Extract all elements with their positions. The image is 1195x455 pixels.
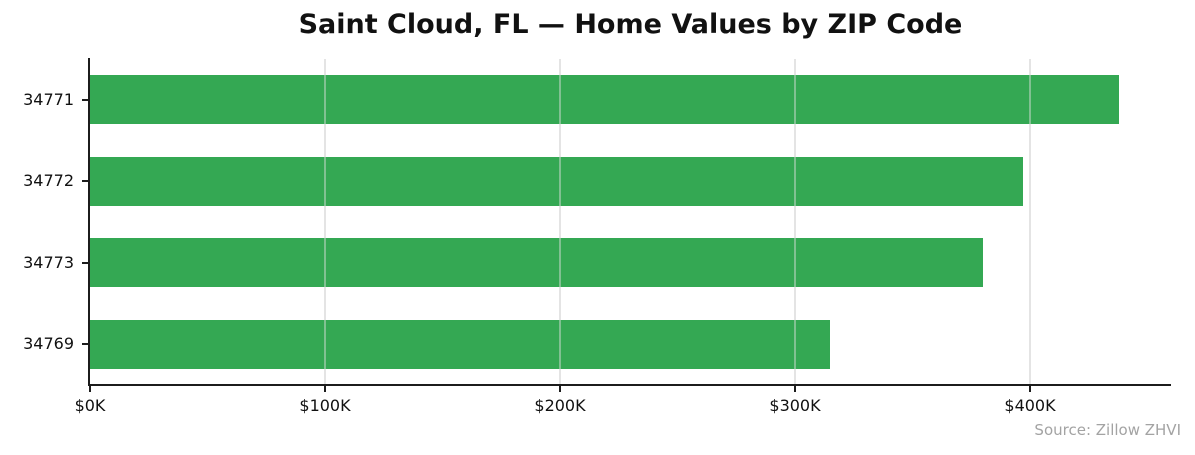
y-tick-label: 34773 [23,252,74,272]
gridline-overlay [559,59,561,385]
x-tick [559,386,561,392]
y-tick [82,343,90,346]
x-tick [1029,386,1031,392]
x-tick [794,386,796,392]
bar-34772 [90,156,1023,206]
y-axis-spine [88,58,90,386]
x-tick [89,386,91,392]
y-tick-label: 34771 [23,89,74,109]
x-tick-label: $100K [299,396,351,415]
bar-34771 [90,75,1120,125]
chart-title: Saint Cloud, FL — Home Values by ZIP Cod… [298,9,963,40]
x-tick-label: $400K [1004,396,1056,415]
gridline [794,59,796,385]
x-tick-label: $0K [74,396,106,415]
x-tick-label: $200K [534,396,586,415]
gridline [1029,59,1031,385]
x-tick-label: $300K [769,396,821,415]
gridline-overlay [324,59,326,385]
source-note: Source: Zillow ZHVI [1034,421,1181,439]
y-tick-label: 34772 [23,171,74,191]
gridline [559,59,561,385]
gridline-overlay [1029,59,1031,385]
y-tick [82,261,90,264]
x-tick [324,386,326,392]
x-axis-spine [88,384,1171,386]
gridline-overlay [794,59,796,385]
y-tick [82,180,90,183]
y-tick-label: 34769 [23,334,74,354]
bar-34769 [90,319,831,369]
gridline [324,59,326,385]
y-tick [82,98,90,101]
bar-34773 [90,238,983,288]
